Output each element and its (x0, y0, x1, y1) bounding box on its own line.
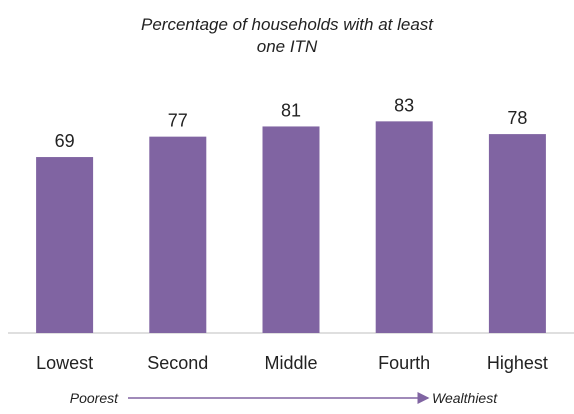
value-label: 78 (507, 108, 527, 128)
value-label: 77 (168, 111, 188, 131)
value-label: 69 (55, 131, 75, 151)
annotation: Wealthiest (432, 390, 498, 406)
bar (375, 121, 433, 333)
value-label: 83 (394, 95, 414, 115)
x-tick-label: Middle (264, 353, 317, 373)
x-tick-label: Lowest (36, 353, 93, 373)
bar (36, 157, 94, 333)
chart-title: Percentage of households with at least o… (140, 15, 434, 56)
x-tick-label: Fourth (378, 353, 430, 373)
bar (488, 134, 546, 333)
x-tick-label: Second (147, 353, 208, 373)
bar (149, 136, 207, 333)
x-tick-label: Highest (487, 353, 548, 373)
bar (262, 126, 320, 333)
annotation: Poorest (70, 390, 119, 406)
value-label: 81 (281, 100, 301, 120)
